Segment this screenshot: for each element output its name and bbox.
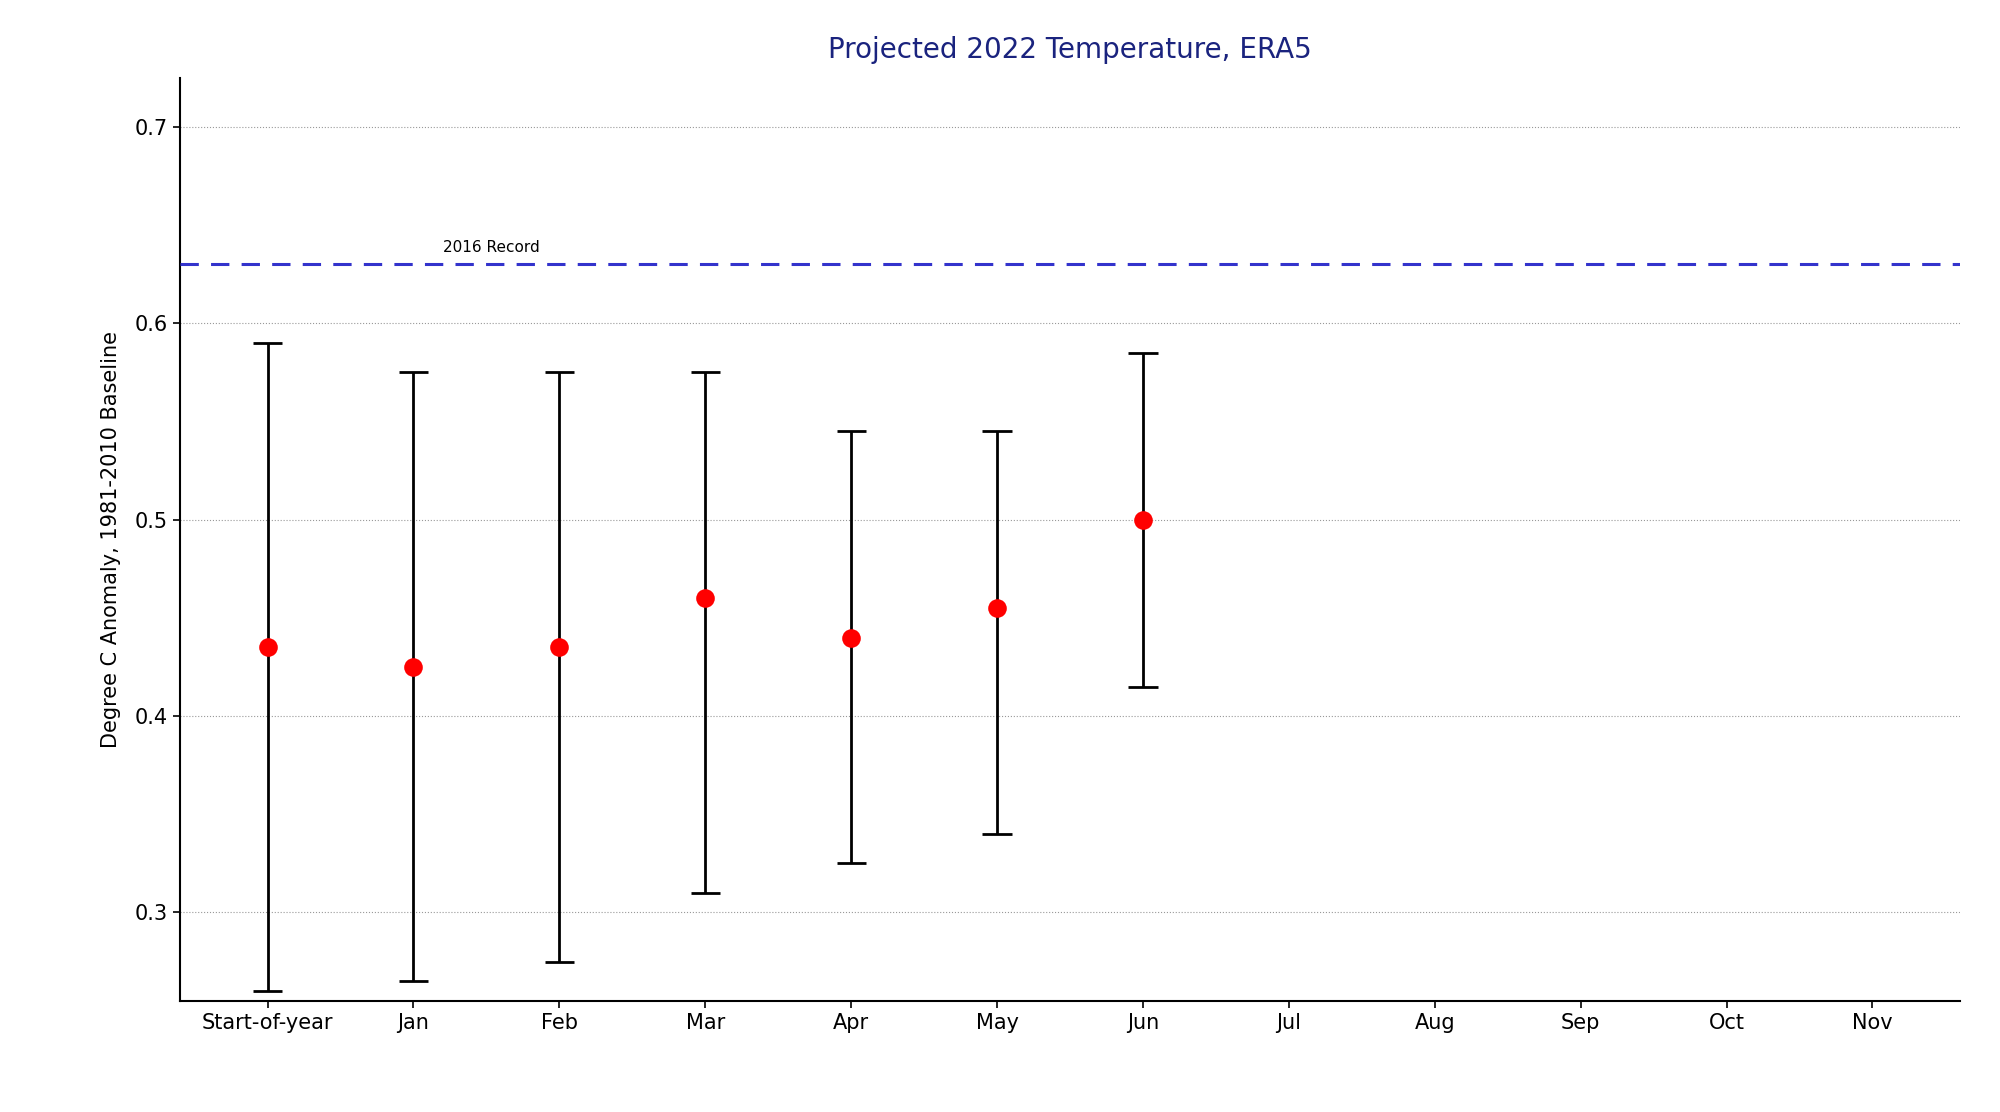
Point [398, 658, 430, 676]
Title: Projected 2022 Temperature, ERA5: Projected 2022 Temperature, ERA5 [828, 37, 1312, 64]
Point [982, 599, 1014, 617]
Point [1126, 510, 1158, 528]
Point [252, 638, 284, 656]
Point [690, 589, 722, 607]
Text: 2016 Record: 2016 Record [442, 239, 540, 255]
Point [544, 638, 576, 656]
Y-axis label: Degree C Anomaly, 1981-2010 Baseline: Degree C Anomaly, 1981-2010 Baseline [102, 330, 122, 747]
Point [836, 628, 868, 646]
